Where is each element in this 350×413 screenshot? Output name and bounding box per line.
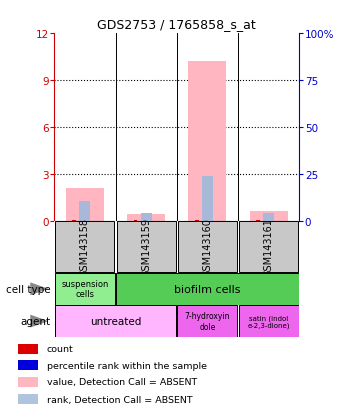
Bar bbox=[127, 214, 165, 221]
Bar bbox=[55, 273, 115, 305]
Text: satin (indol
e-2,3-dione): satin (indol e-2,3-dione) bbox=[247, 314, 290, 328]
Bar bbox=[18, 394, 38, 404]
Bar bbox=[18, 344, 38, 354]
Bar bbox=[256, 220, 260, 221]
Bar bbox=[188, 62, 226, 221]
Bar bbox=[250, 211, 288, 221]
Text: 7-hydroxyin
dole: 7-hydroxyin dole bbox=[185, 312, 230, 331]
Bar bbox=[55, 222, 114, 273]
Bar bbox=[66, 188, 104, 221]
Bar bbox=[177, 306, 237, 337]
Bar bbox=[72, 220, 76, 221]
Bar bbox=[18, 360, 38, 370]
Text: biofilm cells: biofilm cells bbox=[174, 284, 241, 294]
Bar bbox=[117, 222, 175, 273]
Text: value, Detection Call = ABSENT: value, Detection Call = ABSENT bbox=[47, 377, 197, 387]
Bar bbox=[178, 222, 237, 273]
Bar bbox=[79, 202, 90, 221]
Text: GSM143160: GSM143160 bbox=[202, 218, 212, 277]
Text: GSM143158: GSM143158 bbox=[80, 218, 90, 277]
Bar bbox=[134, 220, 137, 221]
Bar bbox=[55, 306, 176, 337]
Text: cell type: cell type bbox=[6, 284, 51, 294]
Text: untreated: untreated bbox=[90, 316, 141, 326]
Polygon shape bbox=[30, 282, 48, 296]
Bar bbox=[239, 222, 298, 273]
Bar bbox=[195, 220, 198, 221]
Text: suspension
cells: suspension cells bbox=[61, 280, 108, 299]
Text: count: count bbox=[47, 344, 74, 353]
Text: rank, Detection Call = ABSENT: rank, Detection Call = ABSENT bbox=[47, 395, 192, 404]
Text: agent: agent bbox=[21, 316, 51, 326]
Bar bbox=[141, 214, 152, 221]
Title: GDS2753 / 1765858_s_at: GDS2753 / 1765858_s_at bbox=[97, 18, 256, 31]
Bar bbox=[263, 214, 274, 221]
Bar bbox=[202, 177, 213, 221]
Text: percentile rank within the sample: percentile rank within the sample bbox=[47, 361, 207, 370]
Polygon shape bbox=[30, 315, 48, 328]
Bar bbox=[239, 306, 299, 337]
Text: GSM143161: GSM143161 bbox=[264, 218, 274, 277]
Bar bbox=[116, 273, 299, 305]
Bar bbox=[18, 377, 38, 387]
Text: GSM143159: GSM143159 bbox=[141, 218, 151, 277]
